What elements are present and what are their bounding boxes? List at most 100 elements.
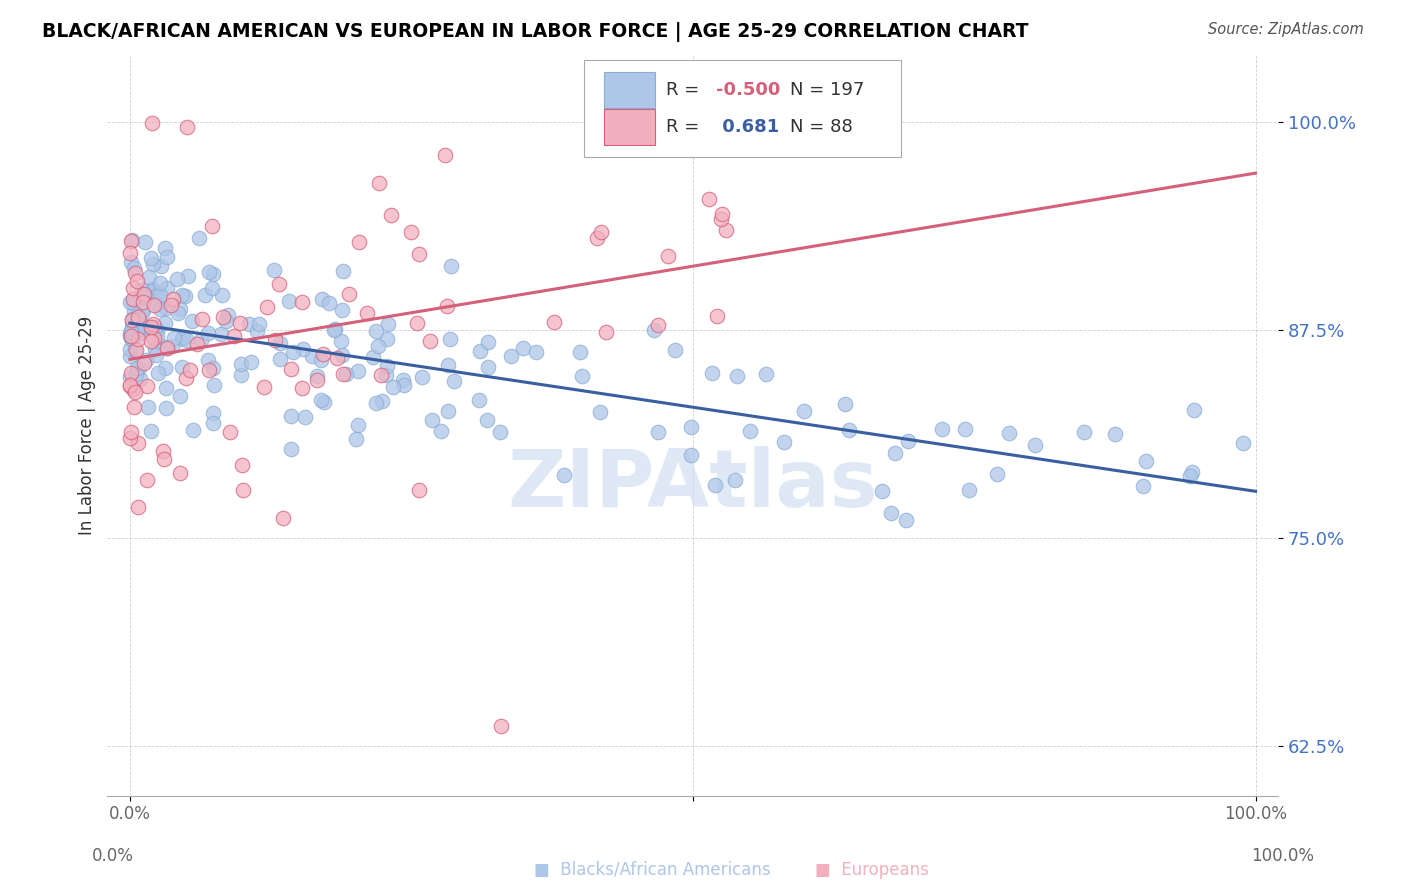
Point	[344, 432, 367, 446]
Point	[211, 288, 233, 302]
Text: R =: R =	[666, 118, 704, 136]
Point	[1104, 427, 1126, 442]
Point	[238, 317, 260, 331]
Point	[155, 381, 177, 395]
Point	[723, 473, 745, 487]
Point	[143, 298, 166, 312]
Point	[149, 259, 172, 273]
Point	[738, 425, 761, 439]
Point	[201, 361, 224, 376]
Point	[419, 334, 441, 349]
Point	[347, 235, 370, 250]
Point	[201, 281, 224, 295]
Point	[121, 292, 143, 306]
Point	[121, 313, 143, 327]
Point	[124, 384, 146, 399]
Point	[681, 449, 703, 463]
Point	[318, 296, 340, 310]
Point	[399, 225, 422, 239]
Point	[247, 317, 270, 331]
Point	[553, 467, 575, 482]
Point	[202, 406, 225, 420]
Point	[347, 364, 370, 378]
Point	[664, 343, 686, 357]
Point	[127, 361, 149, 376]
Point	[145, 297, 167, 311]
Point	[332, 367, 354, 381]
Point	[436, 358, 458, 372]
Point	[1135, 453, 1157, 467]
Point	[957, 483, 980, 498]
Point	[125, 367, 148, 381]
Point	[122, 260, 145, 275]
Point	[132, 295, 155, 310]
Point	[278, 293, 301, 308]
Point	[879, 506, 901, 520]
Point	[323, 322, 346, 336]
Point	[167, 306, 190, 320]
Point	[142, 283, 165, 297]
Point	[263, 263, 285, 277]
Point	[569, 344, 592, 359]
Point	[162, 292, 184, 306]
Point	[700, 366, 723, 380]
Point	[153, 241, 176, 255]
Point	[571, 369, 593, 384]
Text: ■  Blacks/African Americans: ■ Blacks/African Americans	[534, 861, 770, 879]
Point	[125, 343, 148, 357]
Point	[131, 289, 153, 303]
Point	[131, 283, 153, 297]
Point	[323, 323, 346, 337]
Point	[129, 371, 152, 385]
Point	[309, 353, 332, 368]
Point	[332, 263, 354, 277]
Text: 0.0%: 0.0%	[91, 847, 134, 865]
Point	[201, 219, 224, 233]
Point	[703, 478, 725, 492]
Point	[129, 316, 152, 330]
Point	[131, 326, 153, 340]
Text: N = 197: N = 197	[790, 81, 865, 99]
Point	[301, 349, 323, 363]
Point	[128, 312, 150, 326]
Point	[138, 270, 160, 285]
Point	[411, 369, 433, 384]
Point	[292, 343, 315, 357]
Point	[150, 339, 173, 353]
Point	[136, 401, 159, 415]
Point	[172, 330, 194, 344]
Point	[382, 380, 405, 394]
Point	[141, 251, 163, 265]
Text: ZIPAtlas: ZIPAtlas	[508, 446, 879, 524]
Point	[589, 225, 612, 239]
Point	[169, 466, 191, 480]
Point	[118, 327, 141, 342]
Point	[231, 458, 253, 473]
Point	[143, 342, 166, 356]
Point	[120, 329, 142, 343]
Point	[181, 314, 204, 328]
Point	[374, 368, 396, 382]
Text: Source: ZipAtlas.com: Source: ZipAtlas.com	[1208, 22, 1364, 37]
FancyBboxPatch shape	[603, 109, 655, 145]
Text: R =: R =	[666, 81, 704, 99]
Point	[125, 323, 148, 337]
Text: BLACK/AFRICAN AMERICAN VS EUROPEAN IN LABOR FORCE | AGE 25-29 CORRELATION CHART: BLACK/AFRICAN AMERICAN VS EUROPEAN IN LA…	[42, 22, 1029, 42]
Point	[408, 246, 430, 260]
Point	[141, 116, 163, 130]
Point	[439, 332, 461, 346]
Point	[253, 380, 276, 394]
Point	[153, 360, 176, 375]
Text: -0.500: -0.500	[716, 81, 780, 99]
Point	[710, 212, 733, 227]
Text: N = 88: N = 88	[790, 118, 852, 136]
Point	[120, 255, 142, 269]
Point	[246, 324, 269, 338]
Point	[370, 368, 392, 382]
Point	[436, 300, 458, 314]
Point	[406, 317, 429, 331]
Point	[159, 298, 181, 312]
Point	[437, 404, 460, 418]
Point	[477, 360, 499, 375]
Point	[211, 310, 233, 324]
